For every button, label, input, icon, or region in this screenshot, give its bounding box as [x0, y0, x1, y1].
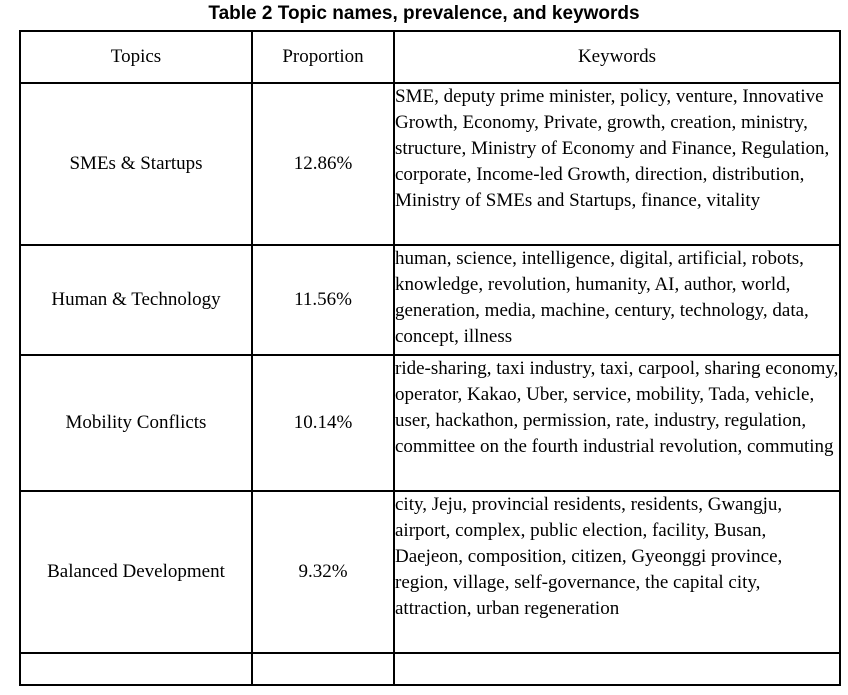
- table-row: Mobility Conflicts 10.14% ride-sharing, …: [19, 354, 841, 492]
- table-header-row: Topics Proportion Keywords: [19, 30, 841, 84]
- keywords-cell: SME, deputy prime minister, policy, vent…: [393, 82, 841, 246]
- keywords-cell: human, science, intelligence, digital, a…: [393, 244, 841, 356]
- topic-cell-empty: [19, 652, 253, 686]
- keywords-cell: city, Jeju, provincial residents, reside…: [393, 490, 841, 654]
- header-proportion: Proportion: [251, 30, 395, 84]
- topics-table: Topics Proportion Keywords SMEs & Startu…: [19, 30, 841, 686]
- proportion-cell-empty: [251, 652, 395, 686]
- proportion-cell: 9.32%: [251, 490, 395, 654]
- header-keywords: Keywords: [393, 30, 841, 84]
- table-row-partial: [19, 652, 841, 686]
- proportion-cell: 11.56%: [251, 244, 395, 356]
- keywords-cell-empty: [393, 652, 841, 686]
- table-row: SMEs & Startups 12.86% SME, deputy prime…: [19, 82, 841, 246]
- table-row: Human & Technology 11.56% human, science…: [19, 244, 841, 356]
- topic-cell: Balanced Development: [19, 490, 253, 654]
- proportion-cell: 12.86%: [251, 82, 395, 246]
- proportion-cell: 10.14%: [251, 354, 395, 492]
- table-row: Balanced Development 9.32% city, Jeju, p…: [19, 490, 841, 654]
- keywords-cell: ride-sharing, taxi industry, taxi, carpo…: [393, 354, 841, 492]
- header-topics: Topics: [19, 30, 253, 84]
- topic-cell: Human & Technology: [19, 244, 253, 356]
- table-caption: Table 2 Topic names, prevalence, and key…: [208, 3, 640, 24]
- topic-cell: Mobility Conflicts: [19, 354, 253, 492]
- topic-cell: SMEs & Startups: [19, 82, 253, 246]
